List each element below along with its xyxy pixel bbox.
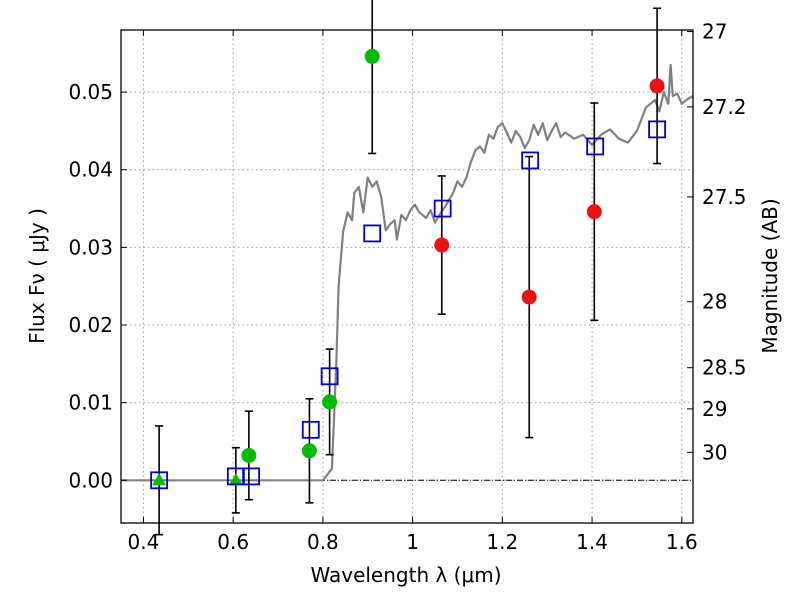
blue-square-point bbox=[648, 120, 667, 139]
blue-square-point bbox=[301, 420, 320, 439]
x-tick-label: 1.6 bbox=[666, 530, 698, 554]
y-tick-label: 0.01 bbox=[68, 391, 113, 415]
y2-tick-label: 27.5 bbox=[702, 185, 747, 209]
blue-square-point bbox=[150, 471, 169, 490]
x-axis-title: Wavelength λ (μm) bbox=[310, 563, 501, 587]
grid-lines bbox=[121, 30, 693, 523]
y2-axis-title: Magnitude (AB) bbox=[758, 198, 782, 353]
green-triangle-point bbox=[228, 473, 243, 486]
red-data-point bbox=[521, 289, 537, 305]
green-data-point bbox=[241, 447, 257, 463]
y-tick-label: 0.00 bbox=[68, 468, 113, 492]
x-tick-label: 1 bbox=[406, 530, 419, 554]
red-data-point bbox=[586, 204, 602, 220]
green-data-point bbox=[364, 48, 380, 64]
x-tick-label: 0.6 bbox=[217, 530, 249, 554]
x-tick-label: 1.4 bbox=[576, 530, 608, 554]
y-tick-label: 0.04 bbox=[68, 158, 113, 182]
blue-square-point bbox=[433, 199, 452, 218]
y-tick-label: 0.02 bbox=[68, 313, 113, 337]
blue-square-point bbox=[521, 151, 540, 170]
green-data-point bbox=[322, 394, 338, 410]
x-tick-label: 0.4 bbox=[128, 530, 160, 554]
green-triangle-point bbox=[152, 473, 167, 486]
model-spectrum bbox=[121, 63, 694, 482]
error-bars bbox=[155, 0, 662, 536]
blue-square-point bbox=[363, 224, 382, 243]
y2-tick-label: 29 bbox=[702, 397, 727, 421]
y-tick-label: 0.03 bbox=[68, 235, 113, 259]
y2-tick-label: 28.5 bbox=[702, 356, 747, 380]
plot-frame bbox=[120, 29, 694, 524]
green-data-point bbox=[301, 443, 317, 459]
red-data-point bbox=[434, 237, 450, 253]
model-spectrum-line bbox=[121, 63, 694, 482]
x-tick-label: 1.2 bbox=[486, 530, 518, 554]
red-data-point bbox=[649, 78, 665, 94]
y-tick-label: 0.05 bbox=[68, 80, 113, 104]
x-tick-label: 0.8 bbox=[307, 530, 339, 554]
blue-square-point bbox=[320, 367, 339, 386]
axis-ticks: 0.4 0.6 0.8 1 1.2 1.4 1.6 0.00 0.01 0.02 0.03 0.04 0… bbox=[68, 20, 746, 554]
blue-square-point bbox=[586, 137, 605, 156]
blue-square-point bbox=[242, 467, 261, 486]
y2-tick-label: 27 bbox=[702, 20, 727, 44]
data-markers bbox=[150, 48, 667, 490]
y2-tick-label: 30 bbox=[702, 440, 727, 464]
y2-tick-label: 28 bbox=[702, 290, 727, 314]
y-axis-title: Flux Fν ( μJy ) bbox=[25, 208, 49, 344]
y2-tick-label: 27.2 bbox=[702, 95, 747, 119]
